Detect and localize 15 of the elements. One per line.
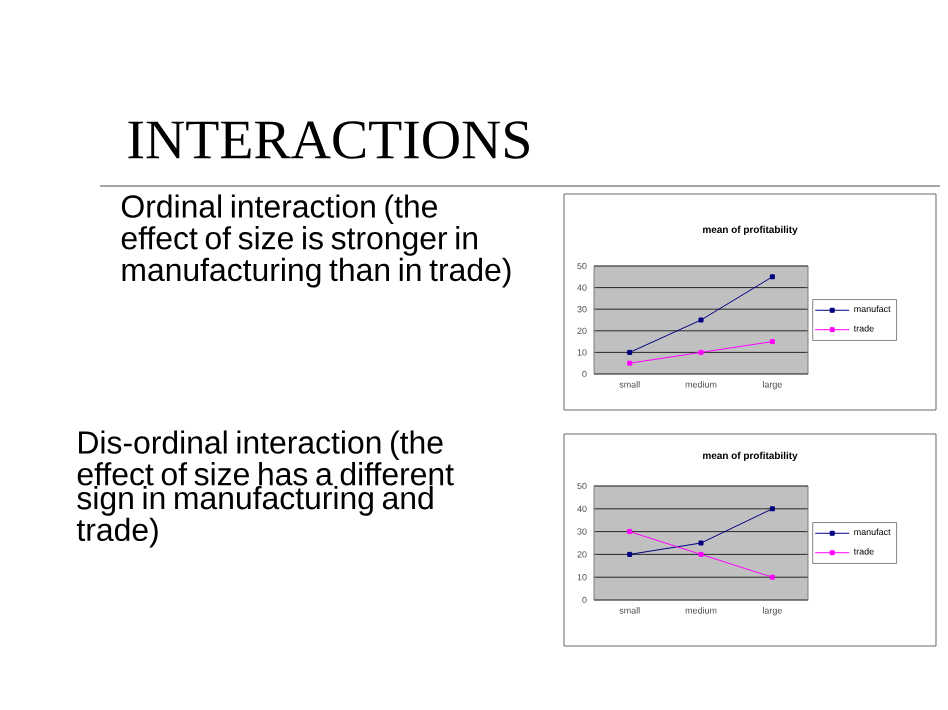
point (769, 339, 775, 345)
text: Ordinal interaction (the effect of size is stronger in manufacturing than in trade) (121, 194, 511, 288)
point (698, 349, 704, 355)
point (769, 274, 775, 280)
point (698, 551, 704, 557)
text: Dis-ordinal interaction (the effect of size has a different sign in manufacturing and trade) (76, 430, 454, 548)
point (627, 360, 633, 366)
point (698, 317, 704, 323)
point (627, 529, 633, 535)
point (627, 551, 633, 557)
point (698, 540, 704, 546)
point (769, 506, 775, 512)
point (769, 574, 775, 580)
text: INTERACTIONS (128, 121, 529, 159)
point (627, 349, 633, 355)
